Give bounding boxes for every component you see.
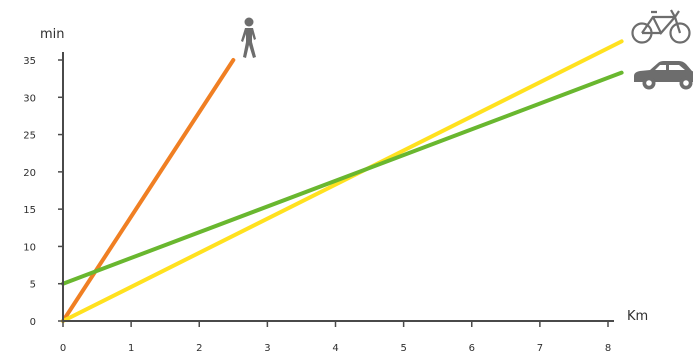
- y-tick-label: 30: [23, 93, 36, 104]
- series-line-bicycle: [61, 39, 624, 323]
- y-ticks: 0 5 10 15 20 25 30 35: [23, 56, 63, 328]
- series-layer: [61, 39, 624, 323]
- y-tick-label: 15: [23, 205, 36, 216]
- x-tick-label: 8: [605, 343, 611, 353]
- x-tick-label: 5: [400, 343, 406, 353]
- x-tick-label: 1: [128, 343, 134, 353]
- x-tick-label: 0: [60, 343, 66, 353]
- x-tick-label: 3: [264, 343, 270, 353]
- x-tick-label: 2: [196, 343, 202, 353]
- x-ticks: 0 1 2 3 4 5 6 7 8: [60, 321, 611, 353]
- series-line-walking-person: [61, 58, 236, 323]
- x-tick-label: 4: [332, 343, 338, 353]
- y-tick-label: 5: [30, 280, 36, 291]
- y-tick-label: 0: [30, 317, 36, 328]
- y-axis-label: min: [40, 27, 65, 42]
- x-tick-label: 7: [537, 343, 543, 353]
- y-tick-label: 10: [23, 242, 36, 253]
- walking-person-icon: [241, 17, 256, 58]
- y-tick-label: 35: [23, 56, 36, 67]
- x-axis-label: Km: [627, 309, 648, 324]
- y-tick-label: 20: [23, 168, 36, 179]
- y-tick-label: 25: [23, 131, 36, 142]
- axes: 0 5 10 15 20 25 30 35 0 1 2 3 4 5 6 7 8: [23, 52, 614, 353]
- series-line-car: [61, 70, 624, 286]
- car-icon: [634, 61, 693, 90]
- bicycle-icon: [631, 9, 691, 44]
- x-tick-label: 6: [469, 343, 475, 353]
